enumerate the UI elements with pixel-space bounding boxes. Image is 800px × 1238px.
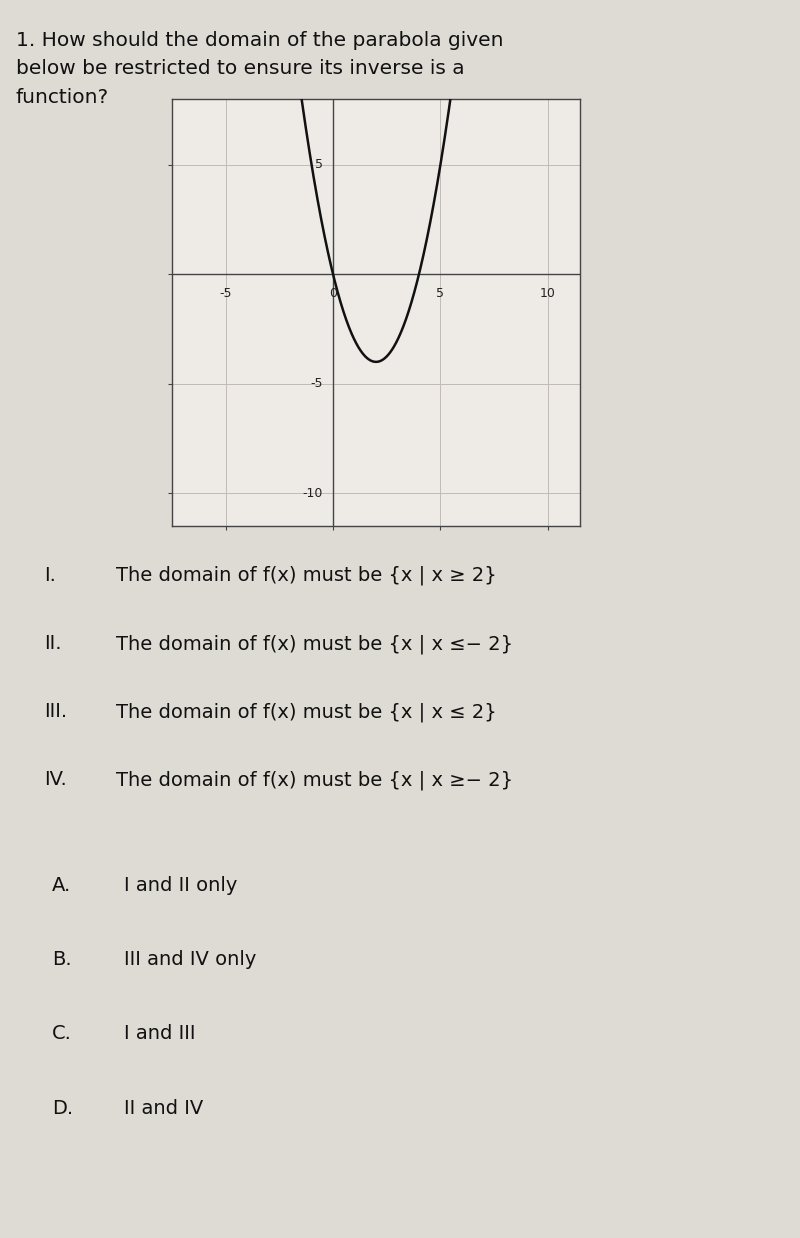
Text: below be restricted to ensure its inverse is a: below be restricted to ensure its invers… xyxy=(16,59,465,78)
Text: C.: C. xyxy=(52,1024,72,1044)
Text: 0: 0 xyxy=(329,287,337,300)
Text: 10: 10 xyxy=(540,287,556,300)
Text: The domain of f(x) must be {x | x ≥− 2}: The domain of f(x) must be {x | x ≥− 2} xyxy=(116,770,513,790)
Text: -5: -5 xyxy=(310,378,323,390)
Text: A.: A. xyxy=(52,875,71,895)
Text: function?: function? xyxy=(16,88,109,106)
Text: The domain of f(x) must be {x | x ≤ 2}: The domain of f(x) must be {x | x ≤ 2} xyxy=(116,702,497,722)
Text: 5: 5 xyxy=(315,158,323,171)
Text: III and IV only: III and IV only xyxy=(124,950,256,969)
Text: I and II only: I and II only xyxy=(124,875,238,895)
Text: II and IV: II and IV xyxy=(124,1098,203,1118)
Text: -5: -5 xyxy=(219,287,232,300)
Text: The domain of f(x) must be {x | x ≤− 2}: The domain of f(x) must be {x | x ≤− 2} xyxy=(116,634,513,654)
Text: I.: I. xyxy=(44,566,56,586)
Text: III.: III. xyxy=(44,702,67,722)
Text: II.: II. xyxy=(44,634,62,654)
Text: -10: -10 xyxy=(302,487,323,500)
Text: IV.: IV. xyxy=(44,770,66,790)
Text: 1. How should the domain of the parabola given: 1. How should the domain of the parabola… xyxy=(16,31,503,50)
Text: I and III: I and III xyxy=(124,1024,195,1044)
Text: 5: 5 xyxy=(437,287,445,300)
Text: B.: B. xyxy=(52,950,72,969)
Text: The domain of f(x) must be {x | x ≥ 2}: The domain of f(x) must be {x | x ≥ 2} xyxy=(116,566,497,586)
Text: D.: D. xyxy=(52,1098,73,1118)
